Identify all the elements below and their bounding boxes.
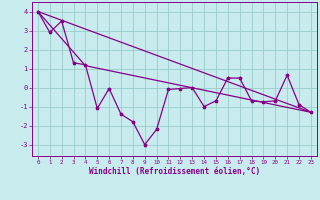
- X-axis label: Windchill (Refroidissement éolien,°C): Windchill (Refroidissement éolien,°C): [89, 167, 260, 176]
